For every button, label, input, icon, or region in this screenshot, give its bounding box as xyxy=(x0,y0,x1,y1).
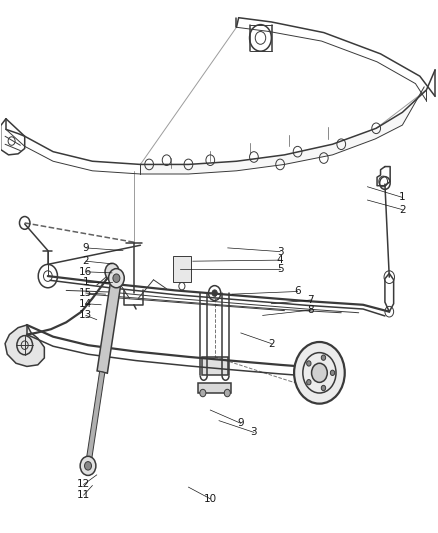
Circle shape xyxy=(212,290,217,296)
Text: 9: 9 xyxy=(82,243,89,253)
Circle shape xyxy=(80,456,96,475)
Circle shape xyxy=(109,269,124,288)
Circle shape xyxy=(307,379,311,385)
Text: 11: 11 xyxy=(77,490,90,500)
Circle shape xyxy=(307,361,311,366)
Text: 13: 13 xyxy=(79,310,92,320)
Text: 6: 6 xyxy=(294,286,301,296)
Text: 2: 2 xyxy=(268,338,275,349)
Polygon shape xyxy=(141,87,426,174)
Circle shape xyxy=(321,355,325,360)
Text: 16: 16 xyxy=(79,267,92,277)
Text: 5: 5 xyxy=(277,264,283,274)
Text: 3: 3 xyxy=(251,427,257,438)
Circle shape xyxy=(105,263,119,280)
Circle shape xyxy=(113,274,120,282)
Circle shape xyxy=(294,342,345,403)
Circle shape xyxy=(224,389,230,397)
Polygon shape xyxy=(85,372,105,466)
Text: 12: 12 xyxy=(77,480,90,489)
Polygon shape xyxy=(97,277,122,373)
Text: 1: 1 xyxy=(82,278,89,287)
FancyBboxPatch shape xyxy=(198,383,231,393)
Text: 10: 10 xyxy=(204,494,217,504)
Circle shape xyxy=(330,370,335,375)
Polygon shape xyxy=(5,325,44,367)
Polygon shape xyxy=(201,357,228,375)
Circle shape xyxy=(85,462,92,470)
FancyBboxPatch shape xyxy=(173,256,191,282)
Text: 3: 3 xyxy=(277,247,283,256)
Text: 7: 7 xyxy=(307,295,314,305)
Circle shape xyxy=(200,389,206,397)
Text: 4: 4 xyxy=(277,255,283,265)
Text: 2: 2 xyxy=(399,205,406,215)
Text: 1: 1 xyxy=(399,192,406,203)
Text: 2: 2 xyxy=(82,256,89,266)
Text: 14: 14 xyxy=(79,298,92,309)
Text: 15: 15 xyxy=(79,288,92,298)
Circle shape xyxy=(321,385,325,391)
Text: 9: 9 xyxy=(237,418,244,429)
Text: 8: 8 xyxy=(307,305,314,315)
Circle shape xyxy=(311,364,327,382)
